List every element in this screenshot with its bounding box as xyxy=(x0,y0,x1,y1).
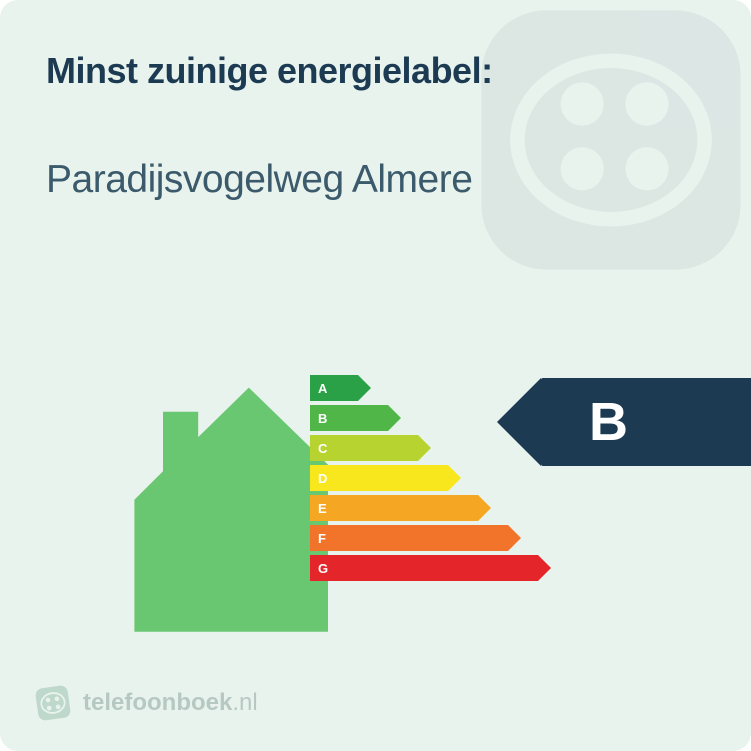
bar-letter: G xyxy=(318,561,340,576)
energy-bar-e: E xyxy=(310,495,538,521)
energy-bar-f: F xyxy=(310,525,538,551)
bar-letter: B xyxy=(318,411,340,426)
bar-shape xyxy=(310,555,538,581)
card-title: Minst zuinige energielabel: xyxy=(46,50,493,92)
energy-bar-d: D xyxy=(310,465,538,491)
card-subtitle: Paradijsvogelweg Almere xyxy=(46,158,472,202)
footer-brand-tld: .nl xyxy=(232,689,257,716)
rating-letter: B xyxy=(589,391,628,453)
watermark-phone-icon xyxy=(431,0,751,325)
bar-letter: D xyxy=(318,471,340,486)
footer-phone-icon xyxy=(33,683,74,724)
bar-letter: F xyxy=(318,531,340,546)
bar-letter: E xyxy=(318,501,340,516)
rating-badge: B xyxy=(541,378,751,466)
energy-label-card: Minst zuinige energielabel: Paradijsvoge… xyxy=(0,0,751,751)
footer-text: telefoonboek.nl xyxy=(83,689,258,717)
bar-letter: C xyxy=(318,441,340,456)
footer-brand-bold: telefoonboek xyxy=(83,689,232,716)
energy-bar-g: G xyxy=(310,555,538,581)
bar-letter: A xyxy=(318,381,340,396)
footer-brand: telefoonboek.nl xyxy=(35,685,258,721)
